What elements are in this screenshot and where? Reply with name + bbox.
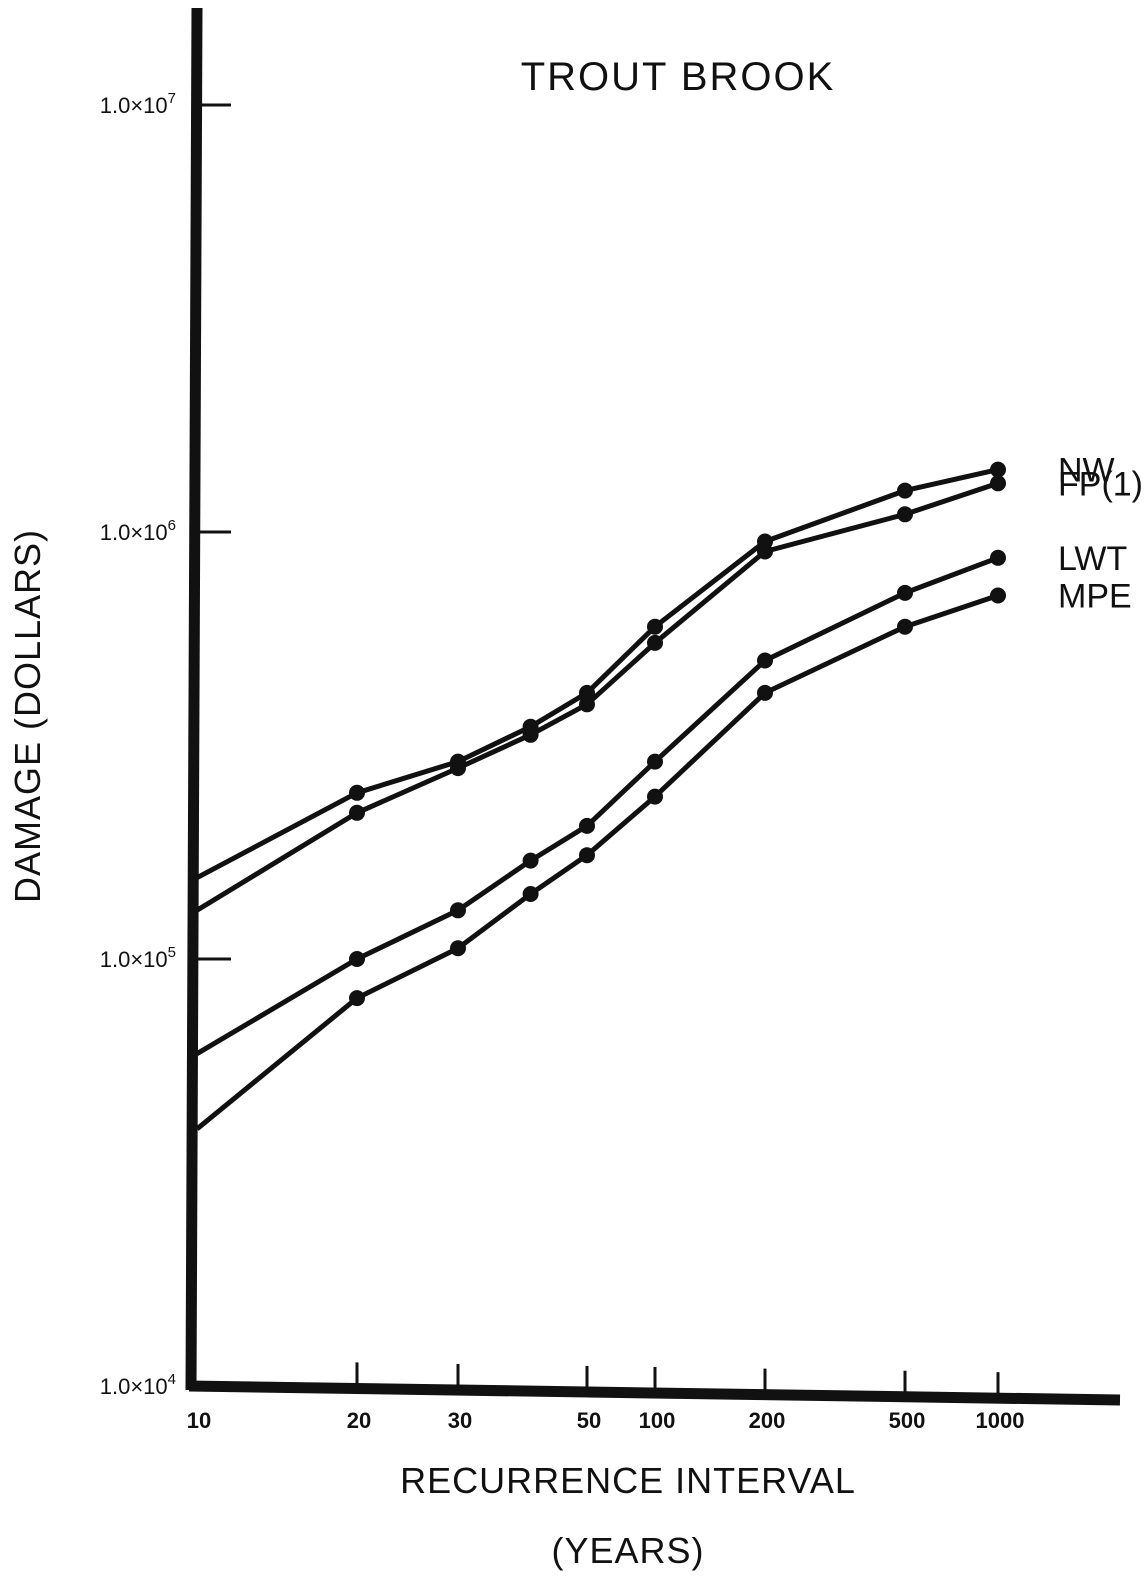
data-point-nw-8 bbox=[990, 461, 1006, 478]
data-point-mpe-4 bbox=[579, 847, 595, 864]
data-point-lwt-1 bbox=[349, 951, 365, 967]
x-tick-label-1: 20 bbox=[347, 1408, 371, 1433]
data-point-fp1-6 bbox=[757, 543, 773, 560]
y-axis-line bbox=[185, 7, 203, 1391]
data-point-mpe-7 bbox=[897, 618, 913, 635]
data-point-lwt-5 bbox=[647, 753, 663, 770]
x-tick-label-6: 500 bbox=[889, 1408, 926, 1433]
data-point-nw-5 bbox=[647, 618, 663, 635]
data-point-mpe-8 bbox=[990, 587, 1006, 604]
data-point-fp1-8 bbox=[990, 475, 1006, 492]
data-point-fp1-5 bbox=[647, 634, 663, 651]
data-point-lwt-4 bbox=[579, 817, 595, 834]
x-axis-line bbox=[188, 1380, 1121, 1406]
data-point-fp1-1 bbox=[349, 804, 365, 821]
y-axis-label: DAMAGE (DOLLARS) bbox=[7, 529, 48, 903]
data-point-lwt-6 bbox=[757, 652, 773, 669]
data-point-mpe-2 bbox=[450, 940, 466, 957]
data-point-nw-4 bbox=[579, 684, 595, 701]
series-line-mpe bbox=[195, 593, 999, 1131]
data-point-mpe-5 bbox=[647, 788, 663, 805]
data-point-lwt-2 bbox=[450, 902, 466, 919]
chart-title: TROUT BROOK bbox=[521, 55, 836, 99]
x-axis-label-units: (YEARS) bbox=[551, 1530, 704, 1571]
chart-text: TROUT BROOK DAMAGE (DOLLARS) RECURRENCE … bbox=[7, 55, 856, 1571]
data-point-lwt-8 bbox=[990, 549, 1006, 566]
data-point-lwt-3 bbox=[522, 852, 539, 869]
y-tick-label-3: 1.0×107 bbox=[100, 90, 176, 118]
legend-label-fp1: FP(1) bbox=[1058, 465, 1143, 503]
x-tick-label-0: 10 bbox=[187, 1408, 211, 1433]
y-tick-label-2: 1.0×106 bbox=[100, 517, 176, 545]
y-tick-label-1: 1.0×105 bbox=[100, 944, 176, 972]
legend-label-lwt: LWT bbox=[1058, 540, 1127, 578]
data-point-fp1-7 bbox=[897, 506, 913, 523]
data-point-nw-1 bbox=[349, 784, 365, 801]
data-point-mpe-1 bbox=[349, 990, 365, 1007]
legend-label-nw: NW bbox=[1058, 452, 1115, 490]
x-tick-label-3: 50 bbox=[577, 1408, 601, 1433]
x-tick-label-7: 1000 bbox=[976, 1408, 1025, 1433]
data-point-mpe-3 bbox=[522, 886, 539, 902]
x-tick-label-2: 30 bbox=[448, 1408, 472, 1433]
y-tick-label-0: 1.0×104 bbox=[100, 1371, 176, 1399]
data-point-fp1-4 bbox=[579, 696, 595, 713]
data-point-fp1-2 bbox=[450, 760, 466, 777]
data-point-nw-7 bbox=[897, 482, 913, 499]
data-point-lwt-7 bbox=[897, 584, 913, 601]
data-point-mpe-6 bbox=[757, 684, 773, 701]
axes: 1.0×104 1.0×105 1.0×106 1.0×107 10 20 30 50 100 2… bbox=[100, 7, 1121, 1433]
series-line-lwt bbox=[195, 555, 999, 1056]
x-tick-label-4: 100 bbox=[639, 1408, 676, 1433]
x-axis-label: RECURRENCE INTERVAL bbox=[400, 1460, 856, 1501]
x-tick-label-5: 200 bbox=[749, 1408, 786, 1433]
data-point-fp1-3 bbox=[522, 726, 539, 743]
legend-label-mpe: MPE bbox=[1058, 578, 1132, 616]
